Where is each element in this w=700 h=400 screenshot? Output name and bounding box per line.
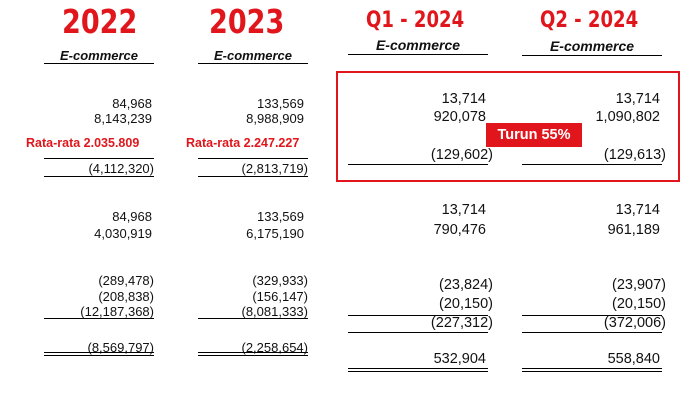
cell-2022-r7: (208,838) <box>98 289 154 304</box>
highlight-box <box>336 71 680 182</box>
cell-q1-r7: (20,150) <box>438 296 493 312</box>
cell-q1-r1: 13,714 <box>441 91 486 107</box>
cell-q2-r8: (372,006) <box>603 315 666 331</box>
rule-q2-r8-top <box>522 315 662 316</box>
cell-q2-r7: (20,150) <box>611 296 666 312</box>
cell-2023-r8: (8,081,333) <box>241 304 309 319</box>
cell-2022-r1: 84,968 <box>112 96 152 111</box>
cell-q1-r2: 920,078 <box>433 109 486 125</box>
double-rule-q2 <box>522 368 662 372</box>
cell-q1-r6: (23,824) <box>438 277 493 293</box>
subheader-underline-2022 <box>44 63 154 64</box>
subheader-2022: E-commerce <box>59 48 139 63</box>
cell-q1-r3: (129,602) <box>430 147 493 163</box>
cell-2023-r3: (2,813,719) <box>241 161 309 176</box>
rule-2022-r3 <box>44 176 154 177</box>
average-2022: Rata-rata 2.035.809 <box>26 136 140 150</box>
cell-2022-r9: (8,569,797) <box>87 340 155 355</box>
rule-2023-r3-top <box>198 158 308 159</box>
cell-q1-r9: 532,904 <box>433 351 486 367</box>
cell-q1-r4: 13,714 <box>441 202 486 218</box>
cell-2023-r2: 8,988,909 <box>246 111 304 126</box>
average-2023: Rata-rata 2.247.227 <box>186 136 300 150</box>
rule-q2-r3 <box>522 164 662 165</box>
cell-2022-r4: 84,968 <box>112 209 152 224</box>
cell-q2-r3: (129,613) <box>603 147 666 163</box>
cell-2023-r1: 133,569 <box>257 96 304 111</box>
subheader-underline-2023 <box>198 63 308 64</box>
header-year-2023: 2023 <box>209 2 285 41</box>
cell-2023-r4: 133,569 <box>257 209 304 224</box>
header-year-2022: 2022 <box>62 2 138 41</box>
subheader-underline-q2 <box>522 55 662 56</box>
cell-2022-r8: (12,187,368) <box>80 304 154 319</box>
decline-badge: Turun 55% <box>486 123 582 147</box>
cell-2023-r6: (329,933) <box>252 273 308 288</box>
rule-2023-r3 <box>198 176 308 177</box>
subheader-2023: E-commerce <box>213 48 293 63</box>
double-rule-2023 <box>198 352 308 356</box>
cell-q1-r8: (227,312) <box>430 315 493 331</box>
cell-q2-r9: 558,840 <box>607 351 660 367</box>
cell-q2-r2: 1,090,802 <box>595 109 660 125</box>
subheader-q1: E-commerce <box>375 37 461 53</box>
cell-2022-r2: 8,143,239 <box>94 111 152 126</box>
double-rule-2022 <box>44 352 154 356</box>
rule-q2-r8 <box>522 332 662 333</box>
cell-q2-r5: 961,189 <box>607 222 660 238</box>
double-rule-q1 <box>348 368 488 372</box>
cell-2023-r9: (2,258,654) <box>241 340 309 355</box>
rule-2023-r8 <box>198 318 308 319</box>
rule-2022-r3-top <box>44 158 154 159</box>
subheader-q2: E-commerce <box>549 38 635 54</box>
header-q1-2024: Q1 - 2024 <box>366 8 465 33</box>
rule-2022-r8 <box>44 318 154 319</box>
rule-q1-r8-top <box>348 315 488 316</box>
rule-q1-r3 <box>348 164 488 165</box>
cell-2022-r3: (4,112,320) <box>88 161 154 176</box>
cell-2022-r6: (289,478) <box>98 273 154 288</box>
subheader-underline-q1 <box>348 54 488 55</box>
cell-2022-r5: 4,030,919 <box>94 226 152 241</box>
cell-q2-r6: (23,907) <box>611 277 666 293</box>
cell-2023-r7: (156,147) <box>252 289 308 304</box>
cell-2023-r5: 6,175,190 <box>246 226 304 241</box>
cell-q2-r4: 13,714 <box>615 202 660 218</box>
cell-q2-r1: 13,714 <box>615 91 660 107</box>
rule-q1-r8 <box>348 332 488 333</box>
header-q2-2024: Q2 - 2024 <box>540 8 639 33</box>
cell-q1-r5: 790,476 <box>433 222 486 238</box>
